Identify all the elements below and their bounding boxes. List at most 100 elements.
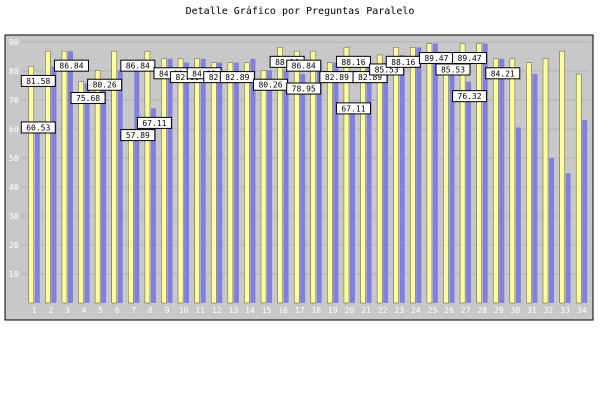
callout-text: 89.47: [458, 54, 482, 63]
callout: 86.84: [120, 59, 156, 72]
bar-paralelo: [177, 58, 184, 304]
bar-paralelo: [244, 62, 250, 304]
bar-paralelo: [293, 50, 300, 304]
bar-promedio: [565, 173, 571, 303]
callout: 88.16: [385, 55, 421, 68]
callout: 82.89: [319, 71, 355, 84]
bar-paralelo: [526, 62, 532, 304]
bar-promedio: [267, 70, 273, 303]
x-tick-label: 33: [560, 306, 570, 315]
x-tick-label: 31: [527, 306, 537, 315]
bar-promedio: [117, 70, 123, 303]
bar-promedio: [383, 62, 389, 303]
bar-promedio: [67, 51, 73, 303]
x-tick-label: 22: [378, 306, 388, 315]
x-tick-label: 32: [544, 306, 554, 315]
bar-promedio: [184, 62, 190, 303]
callout-box: [53, 59, 89, 72]
callout: 88.16: [335, 55, 371, 68]
y-tick-label: 30: [9, 212, 19, 221]
callout-box: [20, 121, 56, 134]
callout-text: 80.26: [258, 81, 282, 90]
callout: 76.32: [452, 90, 488, 103]
bar-promedio: [134, 70, 140, 303]
callout: 75.68: [70, 92, 106, 105]
x-tick-label: 28: [477, 306, 487, 315]
bar-promedio: [416, 47, 422, 303]
callout-text: 85.53: [375, 65, 399, 74]
x-tick-label: 27: [461, 306, 471, 315]
x-tick-label: 23: [394, 306, 404, 315]
x-tick-label: 14: [245, 306, 255, 315]
callout-box: [286, 59, 322, 72]
callout: 86.84: [53, 59, 89, 72]
bar-promedio: [300, 74, 306, 303]
bar-paralelo: [393, 47, 399, 304]
chart-title: Detalle Gráfico por Preguntas Paralelo: [185, 6, 415, 17]
x-tick-label: 18: [311, 306, 321, 315]
y-tick-label: 10: [9, 270, 19, 279]
bar-promedio: [101, 81, 107, 303]
bar-paralelo: [343, 47, 350, 304]
callout-text: 86.84: [126, 62, 150, 71]
bar-paralelo: [144, 50, 151, 304]
callout-box: [452, 90, 488, 103]
x-tick-label: 17: [295, 306, 305, 315]
callout-text: 67.11: [341, 104, 365, 113]
callout: 57.89: [120, 129, 156, 142]
x-tick-label: 13: [229, 306, 239, 315]
callout-text: 82.89: [325, 73, 349, 82]
x-tick-label: 20: [345, 306, 355, 315]
callout-text: 82.89: [225, 73, 249, 82]
callout: 89.47: [452, 52, 488, 65]
x-tick-label: 5: [98, 306, 103, 315]
callout-box: [219, 71, 255, 84]
callout-text: 67.11: [142, 119, 166, 128]
bar-promedio: [549, 158, 555, 303]
bar-paralelo: [559, 50, 565, 304]
y-tick-labels: 10 20 30 40 50 60 70 80 90: [9, 38, 19, 279]
y-tick-label: 50: [9, 154, 19, 163]
callout-text: 80.26: [93, 81, 117, 90]
x-tick-label: 6: [115, 306, 120, 315]
x-tick-label: 29: [494, 306, 504, 315]
callout-text: 84.21: [491, 69, 515, 78]
bar-promedio: [200, 58, 206, 303]
bar-paralelo: [542, 58, 549, 304]
x-tick-label: 10: [179, 306, 189, 315]
callout-text: 89.47: [424, 54, 448, 63]
callout-box: [335, 102, 371, 115]
x-tick-label: 34: [577, 306, 587, 315]
callout: 80.26: [87, 78, 123, 91]
bar-promedio: [84, 83, 90, 303]
callout-labels: 81.58 60.53 86.84 75.68 80.26 86.84 57.89 67.11…: [20, 52, 521, 142]
x-tick-label: 1: [32, 306, 37, 315]
callout: 86.84: [286, 59, 322, 72]
bar-promedio: [233, 62, 239, 303]
bar-promedio: [150, 108, 156, 303]
x-tick-labels: 1 2 3 4 5 6 7 8 9 10 11 12 13 14 15 16 17 18 19 20 21 22 23 24 2…: [32, 306, 587, 315]
bar-paralelo: [575, 73, 582, 304]
x-tick-label: 7: [131, 306, 136, 315]
y-tick-label: 70: [9, 96, 19, 105]
bar-promedio: [582, 119, 588, 303]
bar-paralelo: [327, 62, 333, 304]
callout-box: [120, 59, 156, 72]
callout: 89.47: [418, 52, 454, 65]
callout-text: 88.16: [341, 58, 365, 67]
bar-paralelo: [211, 62, 217, 304]
bar-paralelo: [194, 58, 200, 304]
callout-text: 60.53: [26, 123, 50, 132]
bar-promedio: [51, 66, 57, 303]
bar-promedio: [366, 62, 372, 303]
callout-text: 86.84: [292, 62, 316, 71]
x-tick-label: 9: [165, 306, 170, 315]
bar-promedio: [399, 54, 405, 304]
callout-box: [485, 67, 521, 80]
bar-promedio: [217, 62, 223, 303]
callout: 82.89: [219, 71, 255, 84]
callout-box: [70, 92, 106, 105]
y-tick-label: 60: [9, 125, 19, 134]
bar-paralelo: [360, 62, 366, 304]
